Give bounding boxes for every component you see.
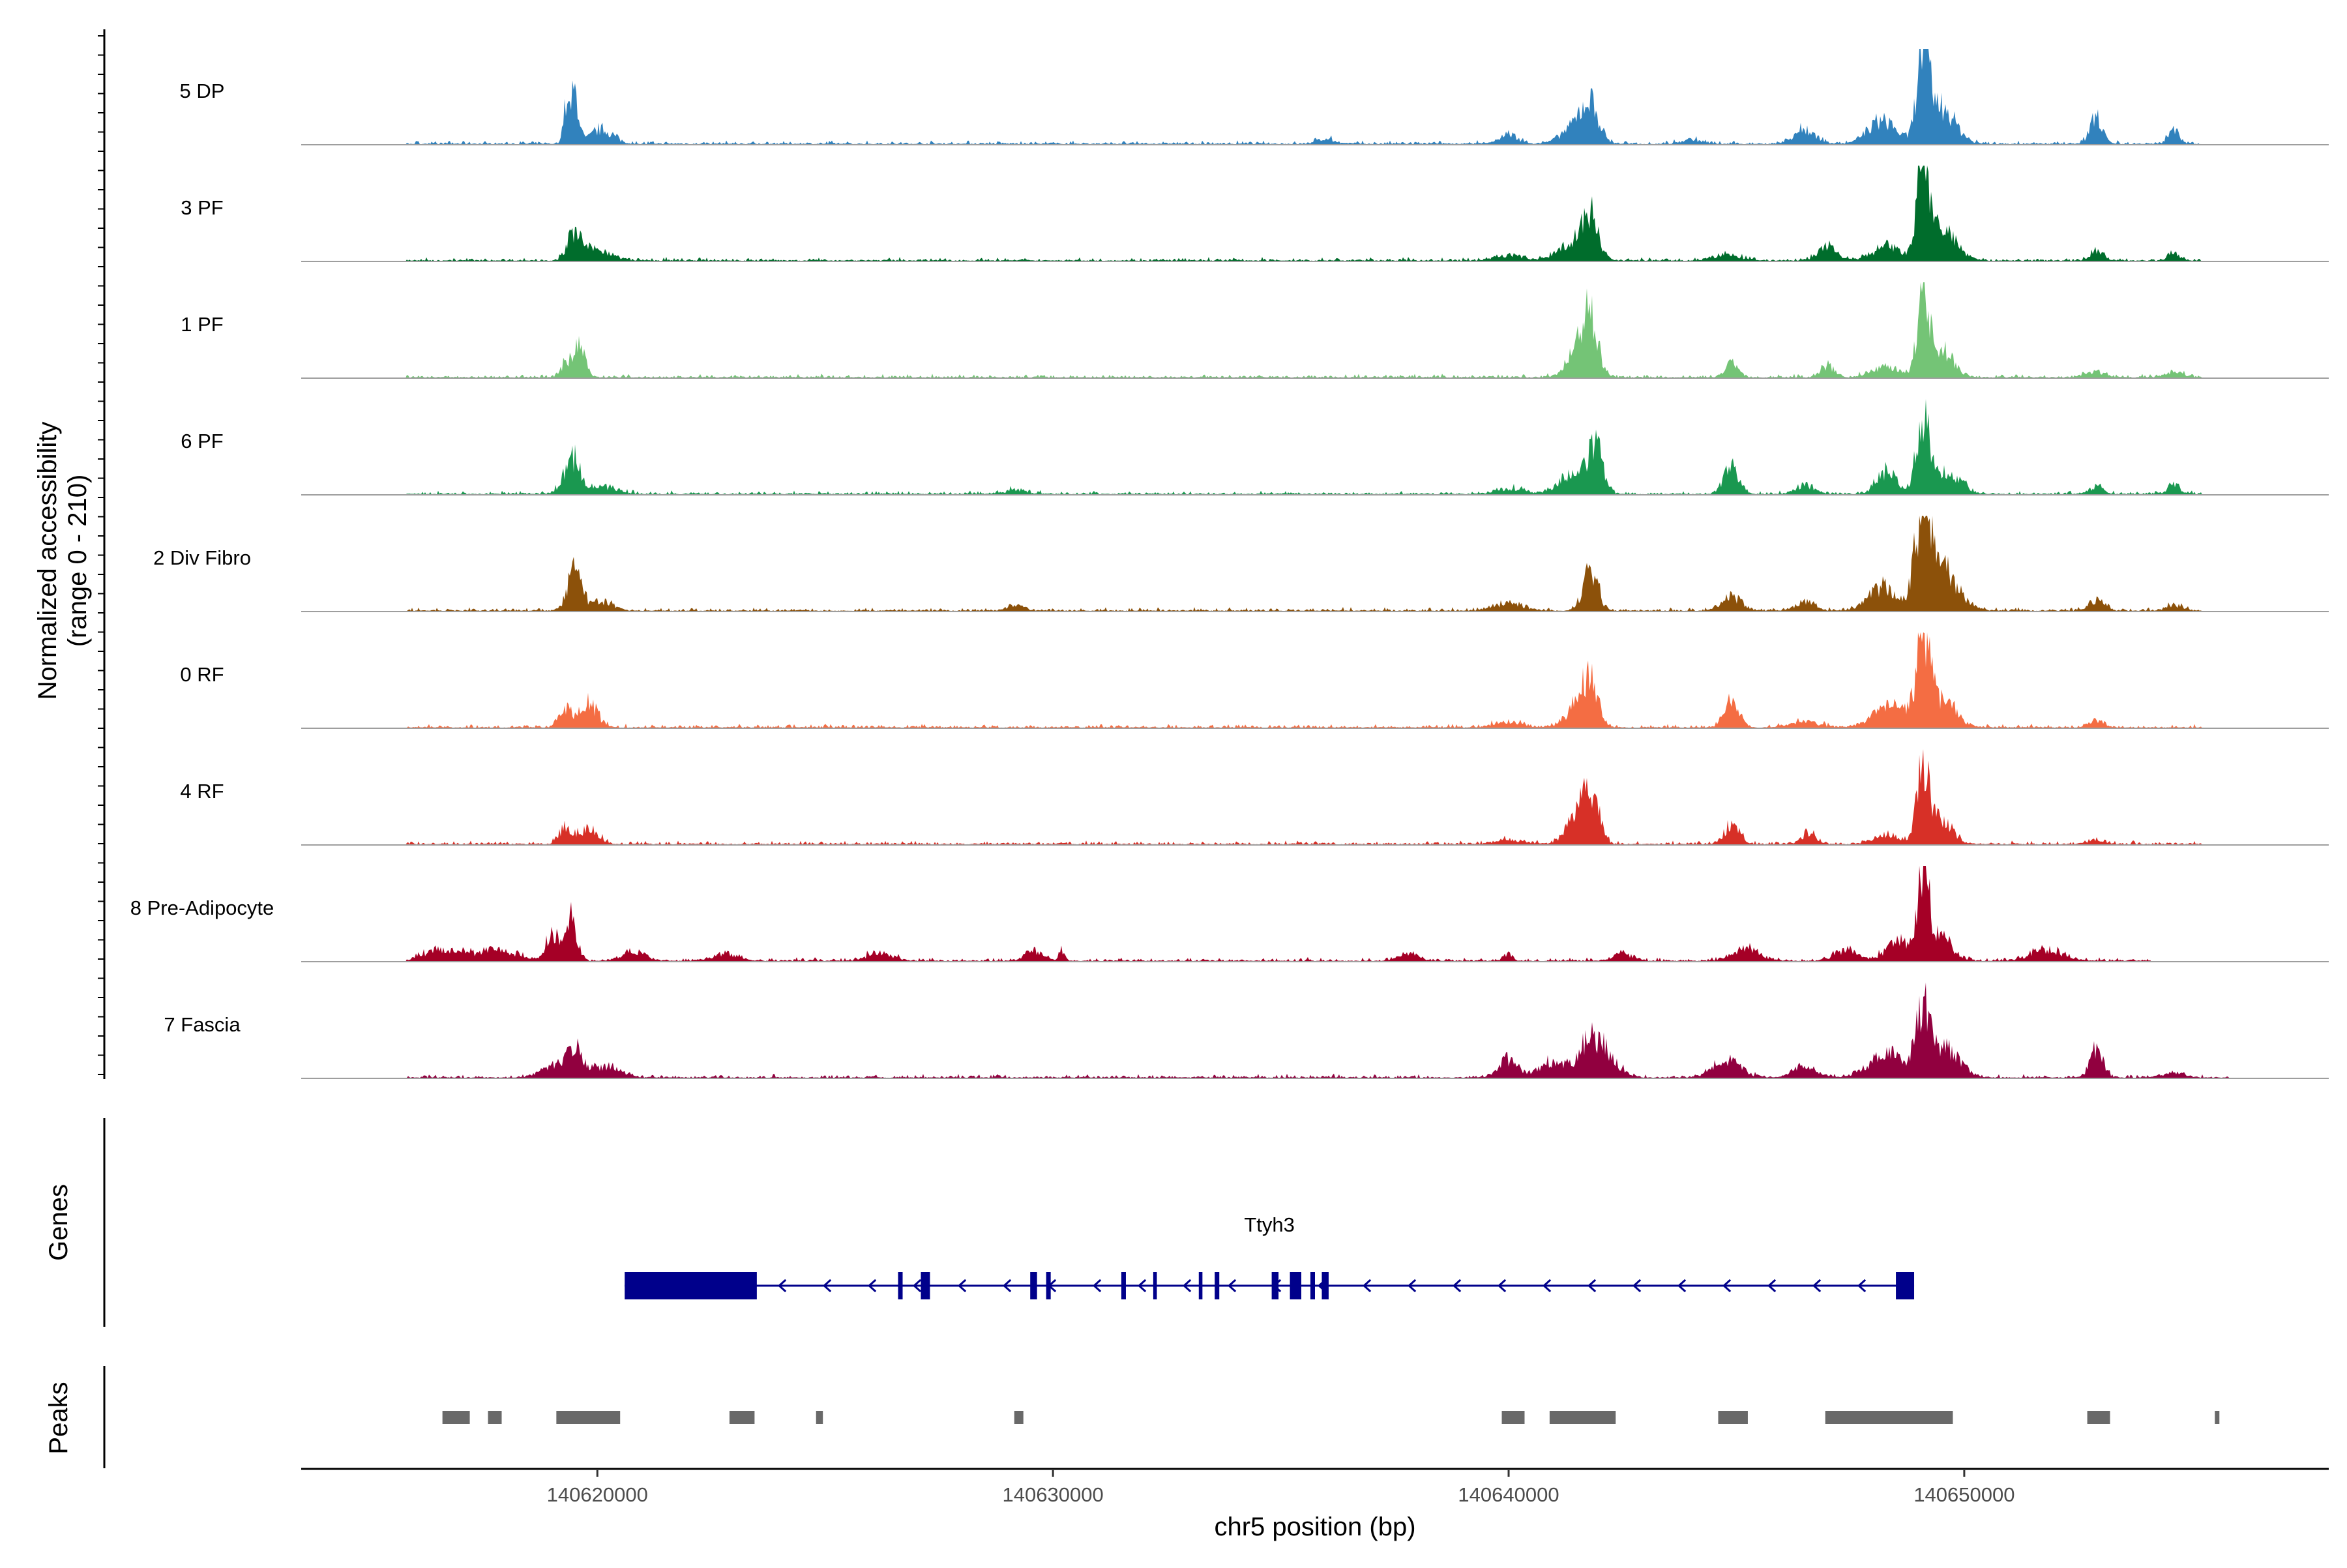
strand-arrow xyxy=(1137,1279,1147,1293)
gene-exon-6 xyxy=(1153,1272,1157,1299)
x-axis-title: chr5 position (bp) xyxy=(1214,1513,1415,1541)
track-label-1: 3 PF xyxy=(181,196,223,219)
peak-region-4 xyxy=(816,1411,823,1424)
gene-exon-7 xyxy=(1198,1272,1203,1299)
gene-model-ttyh3 xyxy=(625,1272,1915,1299)
coverage-tracks xyxy=(301,49,2329,1079)
track-label-5: 0 RF xyxy=(180,663,224,686)
peak-region-3 xyxy=(729,1411,755,1424)
coverage-track-8 xyxy=(301,983,2329,1078)
gene-exon-3 xyxy=(1030,1272,1037,1299)
strand-arrow xyxy=(1182,1279,1192,1293)
gene-exon-10 xyxy=(1290,1272,1302,1299)
strand-arrow xyxy=(867,1279,877,1293)
coverage-track-5 xyxy=(301,632,2329,728)
gene-exon-12 xyxy=(1321,1272,1329,1299)
coverage-track-7 xyxy=(301,866,2329,962)
strand-arrow xyxy=(1092,1279,1102,1293)
strand-arrow xyxy=(1587,1279,1597,1293)
x-tick-label: 140640000 xyxy=(1458,1483,1559,1506)
y-axis-title-line2: (range 0 - 210) xyxy=(63,475,92,647)
strand-arrow xyxy=(1722,1279,1732,1293)
genes-track: Genes Ttyh3 xyxy=(44,1118,1915,1327)
gene-exon-2 xyxy=(921,1272,930,1299)
strand-arrow xyxy=(1452,1279,1462,1293)
x-tick-label: 140620000 xyxy=(547,1483,648,1506)
gene-exon-11 xyxy=(1310,1272,1315,1299)
strand-arrow xyxy=(822,1279,832,1293)
peak-region-0 xyxy=(442,1411,470,1424)
peak-regions xyxy=(442,1411,2220,1424)
track-label-0: 5 DP xyxy=(180,80,225,102)
track-label-3: 6 PF xyxy=(181,430,223,452)
strand-arrow xyxy=(912,1279,922,1293)
strand-arrow xyxy=(1542,1279,1552,1293)
strand-arrow xyxy=(1812,1279,1822,1293)
peaks-track: Peaks xyxy=(44,1366,2220,1468)
strand-arrow xyxy=(1362,1279,1372,1293)
peak-region-1 xyxy=(488,1411,502,1424)
track-label-4: 2 Div Fibro xyxy=(153,546,251,569)
peak-region-10 xyxy=(2087,1411,2110,1424)
strand-arrow xyxy=(1497,1279,1507,1293)
strand-arrow xyxy=(1002,1279,1012,1293)
y-axis-ticks xyxy=(98,35,104,1075)
peak-region-6 xyxy=(1501,1411,1525,1424)
x-tick-label: 140630000 xyxy=(1003,1483,1104,1506)
gene-exon-4 xyxy=(1046,1272,1051,1299)
peak-region-2 xyxy=(556,1411,621,1424)
track-label-8: 7 Fascia xyxy=(164,1013,241,1036)
gene-name-label: Ttyh3 xyxy=(1244,1213,1295,1236)
strand-arrow xyxy=(1767,1279,1777,1293)
peak-region-8 xyxy=(1718,1411,1748,1424)
gene-exon-13 xyxy=(1896,1272,1915,1299)
strand-arrow xyxy=(1227,1279,1237,1293)
track-label-2: 1 PF xyxy=(181,313,223,336)
x-axis: 140620000 140630000 140640000 140650000 chr… xyxy=(301,1468,2329,1541)
peak-region-7 xyxy=(1549,1411,1616,1424)
coverage-track-1 xyxy=(301,166,2329,261)
track-labels: 5 DP 3 PF 1 PF 6 PF 2 Div Fibro 0 RF 4 RF 8 Pre… xyxy=(130,80,274,1036)
track-label-6: 4 RF xyxy=(180,780,224,803)
strand-arrow xyxy=(777,1279,787,1293)
accessibility-y-axis xyxy=(98,29,106,1079)
peak-region-11 xyxy=(2215,1411,2220,1424)
gene-exon-8 xyxy=(1215,1272,1220,1299)
coverage-track-4 xyxy=(301,516,2329,612)
gene-exon-0 xyxy=(625,1272,757,1299)
strand-arrow xyxy=(1407,1279,1417,1293)
coverage-track-6 xyxy=(301,749,2329,845)
gene-exon-1 xyxy=(898,1272,903,1299)
genes-track-title: Genes xyxy=(44,1184,73,1261)
strand-arrow xyxy=(957,1279,967,1293)
track-label-7: 8 Pre-Adipocyte xyxy=(130,896,274,919)
coverage-track-0 xyxy=(301,49,2329,145)
peaks-track-title: Peaks xyxy=(44,1382,73,1454)
gene-exon-9 xyxy=(1271,1272,1279,1299)
coverage-track-3 xyxy=(301,399,2329,495)
y-axis-title-line1: Normalized accessibility xyxy=(33,422,62,700)
x-tick-label: 140650000 xyxy=(1913,1483,2015,1506)
x-axis-ticks: 140620000 140630000 140640000 140650000 xyxy=(547,1469,2015,1506)
strand-arrow xyxy=(1677,1279,1687,1293)
peak-region-9 xyxy=(1825,1411,1953,1424)
peak-region-5 xyxy=(1014,1411,1024,1424)
strand-arrow xyxy=(1632,1279,1642,1293)
strand-arrow xyxy=(1857,1279,1867,1293)
coverage-track-2 xyxy=(301,282,2329,378)
gene-exon-5 xyxy=(1121,1272,1126,1299)
